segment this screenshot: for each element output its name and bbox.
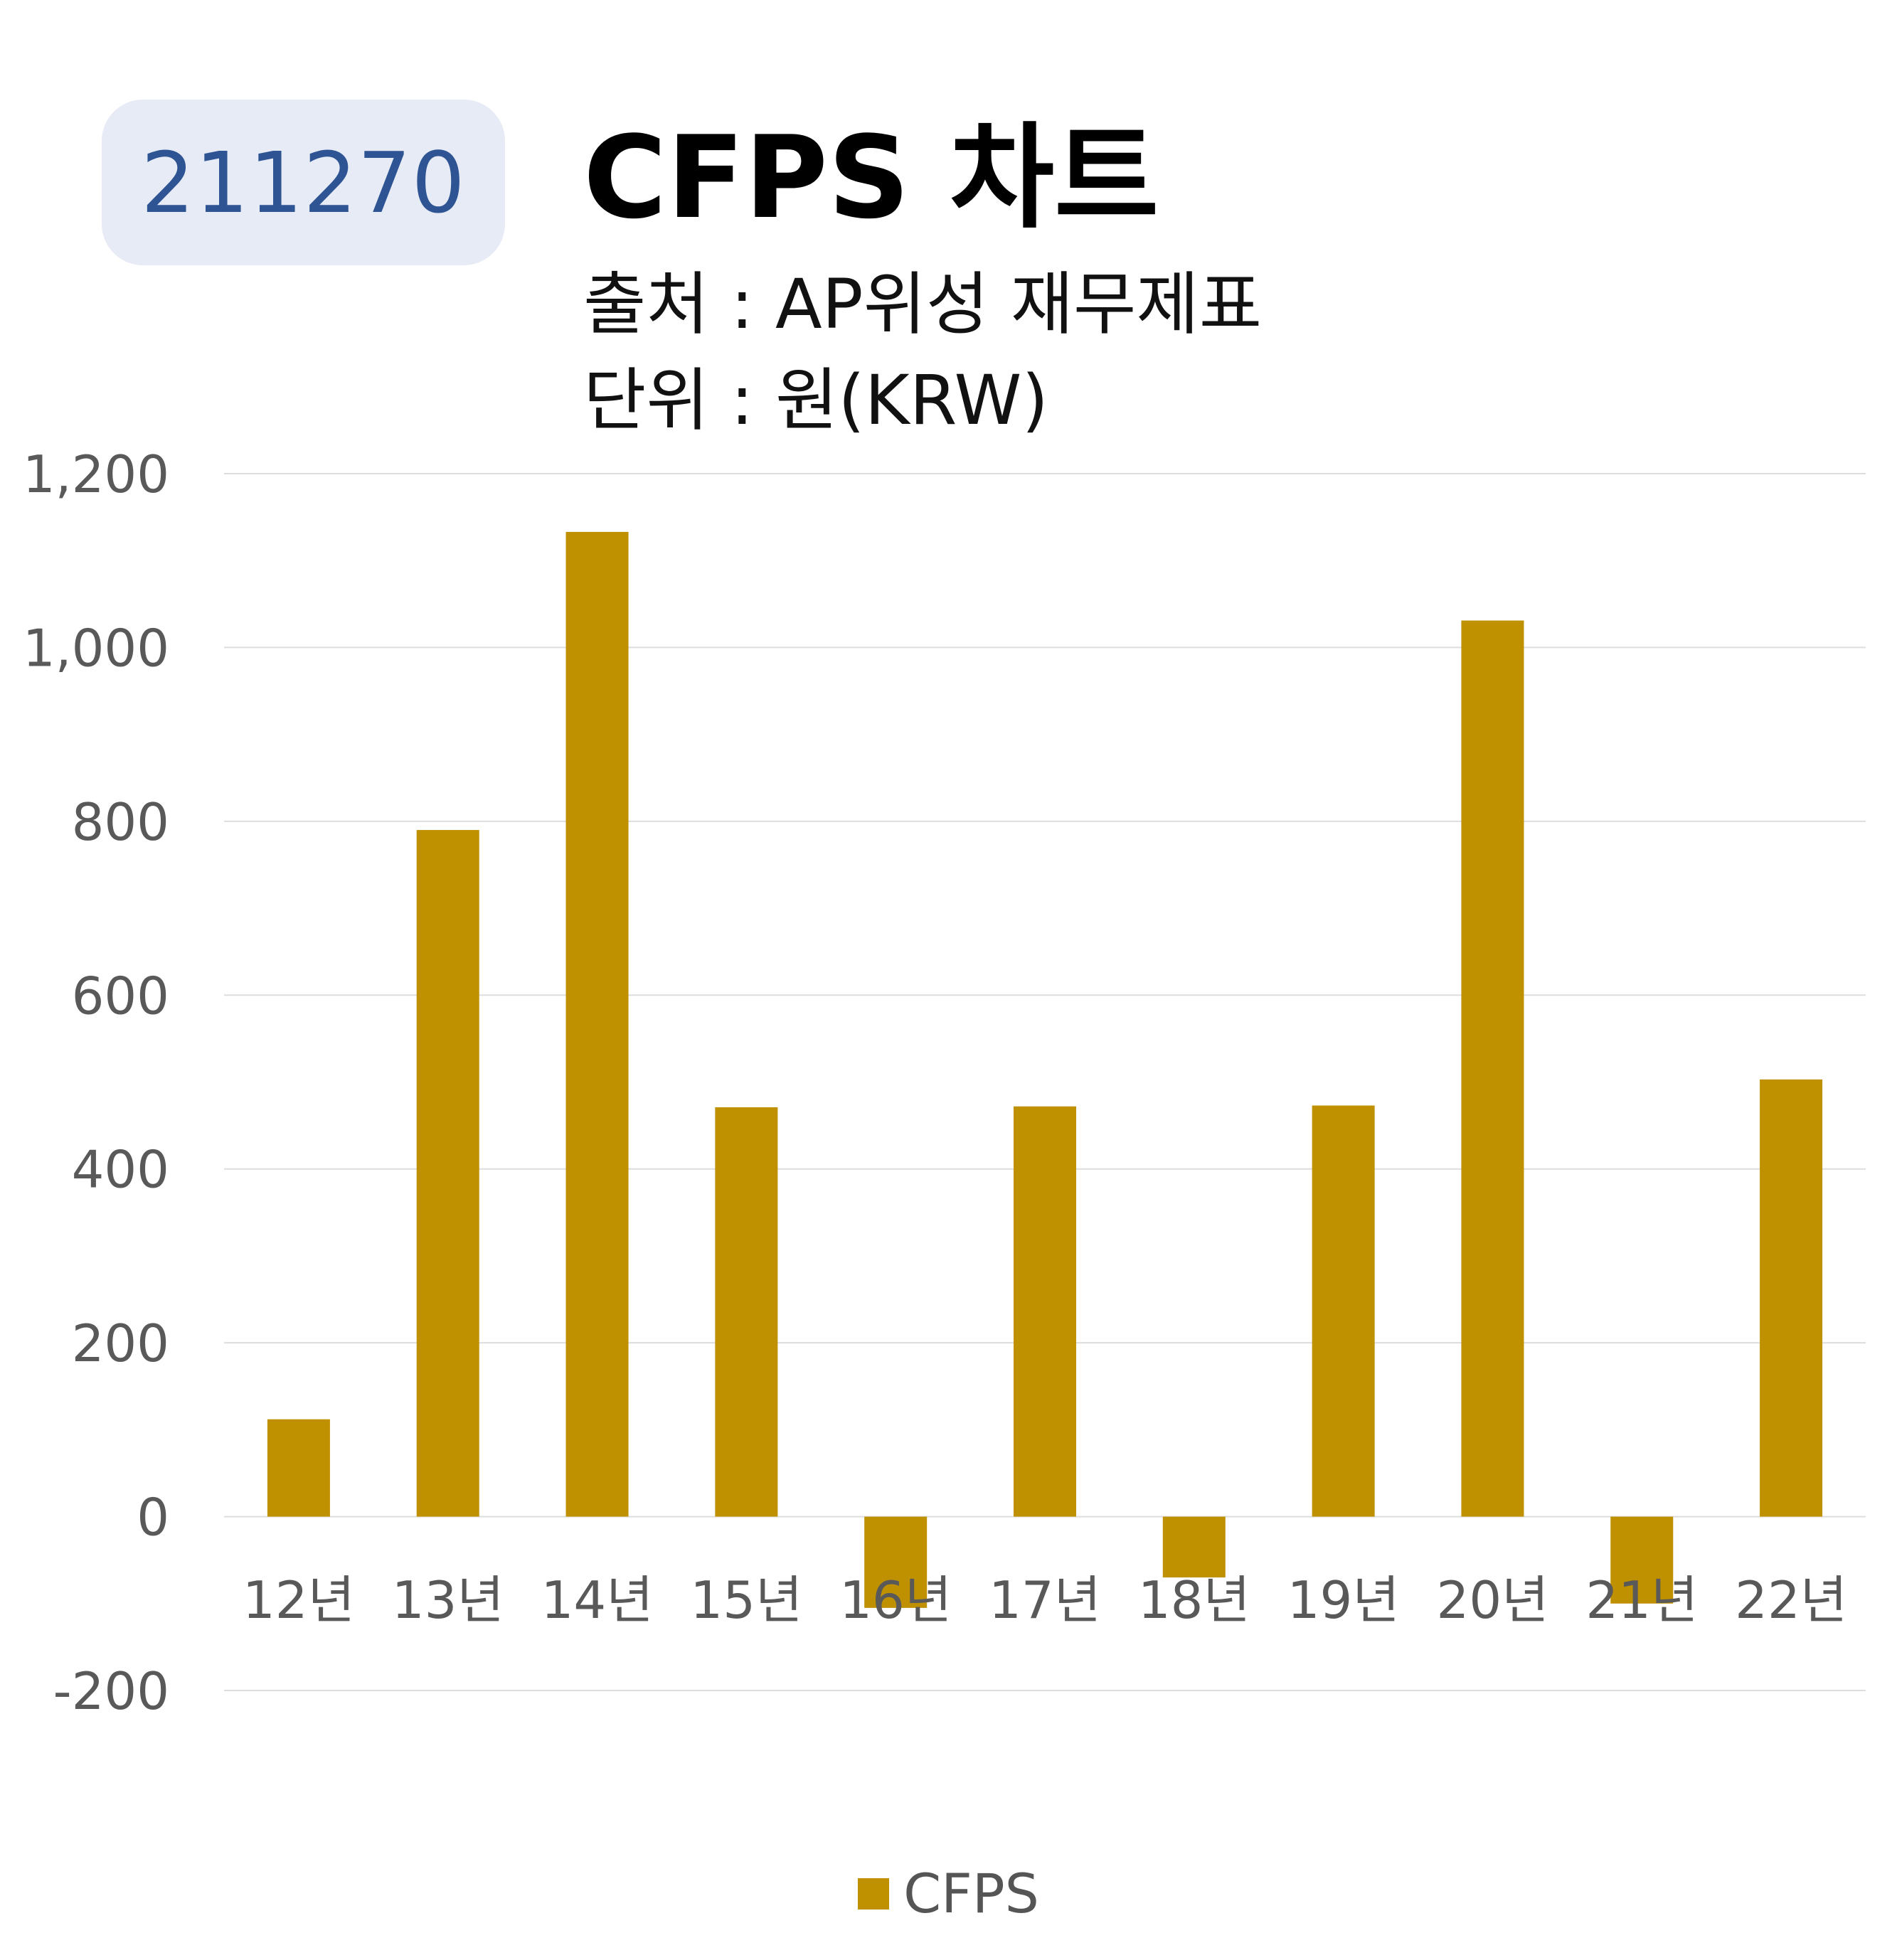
x-tick-label: 15년	[690, 1570, 802, 1630]
source-label: 출처 : AP위성 재무제표	[583, 265, 1263, 344]
bars	[267, 531, 1823, 1608]
x-tick-label: 16년	[839, 1570, 952, 1630]
y-tick-label: 800	[72, 792, 169, 852]
x-tick-label: 14년	[541, 1570, 654, 1630]
stock-code-badge: 211270	[102, 100, 505, 265]
chart-title: CFPS 차트	[583, 111, 1159, 244]
bar	[1312, 1105, 1375, 1517]
bar	[565, 531, 629, 1517]
x-tick-label: 19년	[1287, 1570, 1400, 1630]
y-tick-label: 1,200	[23, 444, 169, 504]
bar	[1760, 1079, 1823, 1517]
y-axis-ticks: 1,200 1,000 800 600 400 200 0 -200	[23, 444, 169, 1721]
y-tick-label: -200	[53, 1661, 169, 1721]
x-tick-label: 18년	[1138, 1570, 1250, 1630]
grid-lines	[224, 473, 1866, 1691]
x-axis-ticks: 12년 13년 14년 15년 16년 17년 18년 19년 20년 21년 22년	[243, 1570, 1847, 1630]
bar	[715, 1107, 778, 1517]
y-tick-label: 1,000	[23, 618, 169, 678]
legend: CFPS	[0, 1862, 1897, 1925]
legend-label: CFPS	[903, 1862, 1039, 1925]
x-tick-label: 22년	[1735, 1570, 1847, 1630]
bar	[1162, 1516, 1226, 1578]
bar	[1014, 1106, 1076, 1517]
bar	[416, 830, 479, 1517]
bar	[864, 1516, 928, 1608]
y-tick-label: 0	[137, 1488, 169, 1548]
x-tick-label: 12년	[243, 1570, 355, 1630]
bar	[1461, 620, 1524, 1517]
y-tick-label: 200	[72, 1314, 169, 1373]
x-tick-label: 13년	[392, 1570, 504, 1630]
x-tick-label: 20년	[1437, 1570, 1549, 1630]
bar	[267, 1419, 330, 1517]
y-tick-label: 400	[72, 1140, 169, 1200]
x-tick-label: 17년	[989, 1570, 1101, 1630]
x-tick-label: 21년	[1585, 1570, 1698, 1630]
unit-label: 단위 : 원(KRW)	[583, 361, 1048, 440]
bar	[1610, 1516, 1674, 1604]
legend-swatch	[858, 1878, 890, 1910]
y-tick-label: 600	[72, 966, 169, 1026]
